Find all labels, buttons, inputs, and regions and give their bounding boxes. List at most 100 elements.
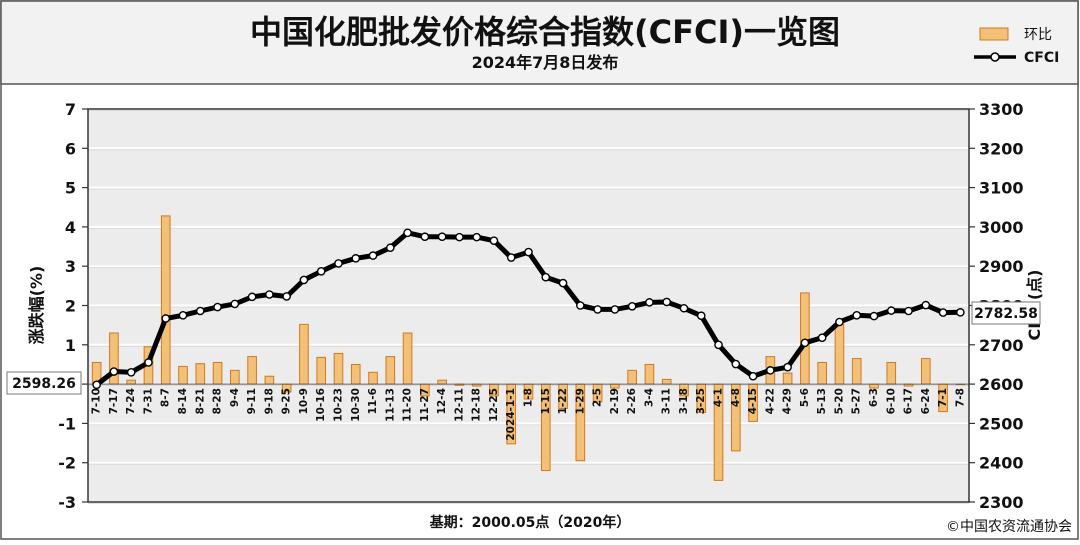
cfci-point-2024-1-1 [506, 253, 516, 262]
cfci-point-6-10 [886, 306, 896, 315]
cfci-point-9-18 [265, 290, 274, 299]
cfci-point-5-6 [800, 338, 810, 348]
x-tick-label: 8-28 [212, 388, 224, 414]
cfci-point-2-26 [627, 301, 637, 311]
x-tick-label: 12-11 [453, 388, 465, 422]
x-tick-label: 2-26 [626, 388, 638, 414]
x-tick-label: 5-13 [816, 388, 828, 414]
start-callout-value: 2598.26 [12, 376, 76, 392]
cfci-point-8-7 [161, 314, 171, 323]
cfci-point-12-25 [489, 236, 499, 245]
x-tick-label: 3-18 [678, 388, 690, 414]
cfci-point-3-4 [645, 298, 654, 307]
x-tick-label: 1-8 [523, 388, 535, 407]
cfci-point-4-8 [731, 359, 741, 369]
left-tick-label: -3 [58, 493, 76, 512]
bar-12-4 [437, 379, 447, 385]
cfci-point-3-11 [662, 297, 671, 307]
left-tick-label: 2 [65, 297, 76, 316]
x-tick-label: 1-29 [574, 388, 586, 414]
x-axis-ticks: 7-10 7-17 7-24 7-31 8-7 8-14 8-21 8-28 9-4 9-11 9-… [91, 388, 967, 441]
x-tick-label: 4-22 [764, 388, 776, 414]
x-tick-label: 8-7 [160, 388, 172, 407]
cfci-point-12-11 [455, 232, 464, 242]
bar-7-24 [126, 379, 137, 385]
cfci-point-10-9 [299, 275, 309, 285]
cfci-point-10-23 [334, 259, 343, 268]
right-tick-label: 2400 [979, 454, 1024, 473]
x-tick-label: 1-22 [557, 388, 569, 414]
right-tick-label: 3200 [979, 139, 1024, 158]
copyright: ©中国农资流通协会 [946, 519, 1072, 535]
bar-9-4 [230, 369, 240, 385]
x-tick-label: 9-25 [281, 388, 293, 414]
right-tick-label: 2700 [979, 336, 1024, 355]
x-tick-label: 11-27 [419, 388, 431, 422]
cfci-point-2-5 [593, 305, 602, 314]
legend: 环比 CFCI [974, 27, 1059, 66]
header-band [0, 0, 1079, 85]
x-tick-label: 11-20 [402, 388, 414, 422]
x-tick-label: 11-6 [367, 388, 379, 414]
x-tick-label: 10-16 [315, 388, 327, 422]
bar-5-20 [834, 323, 845, 385]
bar-2-19 [610, 383, 620, 389]
x-tick-label: 2-5 [592, 388, 604, 407]
left-tick-label: 7 [65, 100, 76, 119]
bar-4-29 [782, 372, 793, 385]
x-tick-label: 7-31 [143, 388, 155, 414]
bar-10-30 [350, 363, 361, 385]
bar-5-13 [817, 361, 827, 385]
bar-2-26 [627, 369, 637, 385]
right-tick-label: 2900 [979, 257, 1024, 276]
chart-subtitle: 2024年7月8日发布 [472, 53, 619, 72]
x-tick-label: 6-10 [885, 388, 897, 414]
legend-line-marker [990, 52, 1000, 62]
bar-8-7 [160, 215, 171, 385]
x-tick-label: 6-17 [903, 388, 915, 414]
cfci-point-8-28 [213, 302, 222, 312]
left-tick-label: 4 [65, 218, 76, 237]
x-tick-label: 10-9 [298, 388, 310, 414]
bar-8-21 [195, 363, 206, 385]
left-tick-label: 3 [65, 257, 76, 276]
bar-9-18 [264, 375, 275, 385]
cfci-point-9-11 [247, 292, 257, 302]
x-tick-label: 4-1 [713, 388, 725, 407]
right-tick-label: 3000 [979, 218, 1024, 237]
x-tick-label: 9-18 [263, 388, 275, 414]
left-tick-label: 1 [65, 336, 76, 355]
left-axis-ticks: -3-2-101234567 [58, 100, 88, 512]
x-tick-label: 10-30 [350, 388, 362, 422]
cfci-point-7-31 [144, 358, 153, 367]
x-tick-label: 1-15 [540, 388, 552, 414]
cfci-point-7-17 [109, 367, 119, 376]
cfci-point-5-27 [852, 311, 862, 320]
cfci-point-12-18 [472, 232, 481, 242]
bar-10-9 [299, 323, 309, 385]
x-tick-label: 5-27 [851, 388, 863, 414]
bar-3-11 [661, 378, 672, 385]
x-tick-label: 7-1 [937, 388, 949, 407]
base-note: 基期：2000.05点（2020年） [430, 514, 631, 531]
cfci-point-6-17 [904, 306, 913, 316]
x-tick-label: 2024-1-1 [505, 388, 517, 441]
cfci-point-5-13 [817, 333, 827, 343]
bar-10-23 [333, 352, 344, 385]
cfci-point-11-13 [386, 243, 395, 253]
left-tick-label: 5 [65, 179, 76, 198]
x-tick-label: 4-29 [782, 388, 794, 414]
cfci-point-3-18 [679, 303, 689, 313]
x-tick-label: 3-4 [643, 388, 655, 407]
right-tick-label: 3300 [979, 100, 1024, 119]
cfci-point-12-4 [437, 232, 447, 242]
cfci-point-4-1 [714, 340, 723, 350]
bar-8-14 [178, 365, 188, 385]
cfci-point-9-4 [230, 299, 240, 309]
cfci-point-7-8 [956, 308, 965, 317]
x-tick-label: 11-13 [384, 388, 396, 422]
bar-11-20 [402, 332, 413, 385]
x-tick-label: 4-15 [747, 388, 759, 414]
cfci-point-9-25 [282, 292, 291, 301]
